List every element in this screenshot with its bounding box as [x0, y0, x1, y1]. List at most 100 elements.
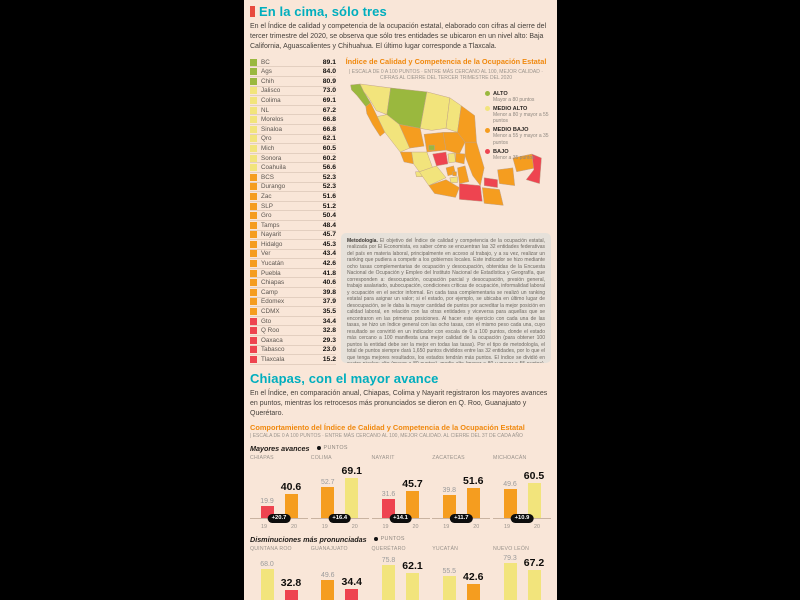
ranking-row: Hidalgo 45.3 [250, 240, 336, 250]
bar-value-20: 51.6 [463, 474, 484, 487]
ranking-value: 15.2 [322, 356, 336, 364]
bar-rect-19 [382, 564, 395, 600]
section1-intro: En el Índice de calidad y competencia de… [250, 23, 547, 50]
mini-chart-plot: 68.032.8-35.2 [250, 554, 308, 600]
bar-rect-20 [284, 589, 298, 600]
chart-groups: Mayores avances PUNTOS CHIAPAS 19.9 40.6 +20.… [250, 444, 551, 600]
mexico-map-svg [350, 83, 542, 206]
legend-label: ALTO [493, 90, 508, 97]
bar-rect-20 [406, 572, 419, 600]
ranking-row: CDMX 35.5 [250, 307, 336, 317]
bar-value-19: 19.9 [260, 498, 274, 506]
bar-20: 69.1 [342, 465, 362, 518]
x-tick-label: 20 [534, 523, 540, 530]
chart-group-row: QUINTANA ROO68.032.8-35.21920GUANAJUATO4… [250, 546, 551, 600]
methodology-lead: Metodología. [347, 237, 378, 244]
legend-item: ALTO Mayor a 80 puntos [485, 91, 551, 103]
ranking-row: Morelos 66.8 [250, 115, 336, 125]
ranking-value: 84.0 [322, 68, 336, 76]
level-chip [250, 144, 257, 152]
mini-chart-state: NUEVO LEÓN [493, 545, 530, 552]
top-columns: BC 89.1 Ags 84.0 Chih 80.9 Jalisco 73.0 Colima 69… [250, 57, 551, 365]
bar-rect-19 [260, 506, 274, 518]
bar-rect-19 [321, 487, 335, 518]
ranking-value: 29.3 [322, 336, 336, 344]
mini-bar-chart: COLIMA 52.7 69.1 +16.4 19 20 [310, 455, 369, 530]
infographic-page: En la cima, sólo tres En el Índice de ca… [244, 0, 557, 600]
ranking-value: 73.0 [322, 87, 336, 95]
ranking-state: Yucatán [261, 260, 284, 268]
ranking-row: Mich 60.5 [250, 144, 336, 154]
ranking-value: 40.6 [322, 279, 336, 287]
mini-chart-x-axis: 19 20 [311, 524, 369, 530]
mini-chart-plot: 49.634.4-15.2 [311, 554, 369, 600]
delta-badge: +11.7 [450, 513, 473, 523]
unit-dot-icon [316, 446, 321, 451]
ranking-value: 41.8 [322, 269, 336, 277]
ranking-value: 67.2 [322, 106, 336, 114]
mini-chart-x-axis: 19 20 [432, 524, 490, 530]
bar-19: 39.8 [441, 487, 457, 518]
bar-rect-19 [442, 494, 456, 518]
ranking-row: Tamps 48.4 [250, 221, 336, 231]
bar-19: 31.6 [381, 491, 397, 518]
ranking-row: Qro 62.1 [250, 135, 336, 145]
level-chip [250, 116, 257, 124]
legend-item: MEDIO BAJO Menor a 55 y mayor a 35 puntos [485, 127, 551, 146]
level-chip [250, 336, 257, 344]
bar-rect-19 [260, 569, 274, 600]
chart-group-label: Mayores avances [250, 443, 310, 453]
level-chip [250, 308, 257, 316]
bar-value-19: 55.5 [442, 568, 457, 576]
x-tick-label: 20 [412, 523, 419, 530]
ranking-list: BC 89.1 Ags 84.0 Chih 80.9 Jalisco 73.0 Colima 69… [250, 58, 336, 365]
level-chip [250, 298, 257, 306]
ranking-state: Gto [261, 317, 272, 325]
x-tick-label: 19 [321, 523, 328, 530]
bar-value-19: 79.3 [503, 554, 517, 562]
map-legend: ALTO Mayor a 80 puntos MEDIO ALTO Menor a 8… [485, 91, 551, 165]
mini-chart-x-axis: 19 20 [250, 524, 308, 530]
bar-rect-20 [406, 491, 419, 518]
ranking-row: Nayarit 45.7 [250, 231, 336, 241]
x-tick-label: 20 [473, 523, 480, 530]
legend-item-row: MEDIO ALTO [485, 106, 551, 112]
level-chip [250, 240, 257, 248]
legend-item-row: ALTO [485, 91, 551, 97]
ranking-state: Edomex [261, 298, 285, 306]
chart-group-header: Disminuciones más pronunciadas PUNTOS [250, 535, 551, 544]
bar-rect-20 [527, 482, 541, 518]
chart-group-row: CHIAPAS 19.9 40.6 +20.7 19 20 COLIMA 52.7 69.1 +1… [250, 455, 551, 530]
unit-label: PUNTOS [380, 536, 405, 543]
ranking-value: 43.4 [322, 250, 336, 258]
ranking-row: Edomex 37.9 [250, 298, 336, 308]
level-chip [250, 317, 257, 325]
legend-dot-icon [485, 127, 490, 133]
ranking-state: Jalisco [261, 87, 281, 95]
chart-group-label: Disminuciones más pronunciadas [250, 534, 367, 544]
ranking-row: Ver 43.4 [250, 250, 336, 260]
bar-19: 49.6 [320, 572, 336, 600]
mini-bar-chart: NAYARIT 31.6 45.7 +14.1 19 20 [371, 454, 430, 530]
ranking-state: Morelos [261, 116, 284, 124]
level-chip [250, 260, 257, 268]
ranking-state: BC [261, 58, 270, 66]
bar-20: 62.1 [402, 560, 423, 600]
mini-chart-plot: 55.542.6-12.9 [432, 554, 490, 600]
mini-chart-state: NAYARIT [371, 454, 395, 461]
bar-20: 42.6 [463, 571, 483, 600]
ranking-state: NL [261, 106, 270, 114]
bar-rect-19 [442, 576, 456, 600]
bar-value-19: 31.6 [381, 491, 396, 499]
ranking-row: NL 67.2 [250, 106, 336, 116]
bar-rect-19 [321, 579, 335, 600]
ranking-value: 37.9 [322, 298, 336, 306]
legend-label: MEDIO BAJO [493, 127, 529, 134]
ranking-value: 35.5 [322, 308, 336, 316]
ranking-state: BCS [261, 173, 274, 181]
mini-chart-plot: 19.9 40.6 +20.7 [250, 463, 308, 523]
ranking-value: 52.3 [322, 183, 336, 191]
legend-item-row: MEDIO BAJO [485, 127, 551, 133]
map-subtitle: | ESCALA DE 0 A 100 PUNTOS · ENTRE MÁS C… [349, 68, 543, 82]
